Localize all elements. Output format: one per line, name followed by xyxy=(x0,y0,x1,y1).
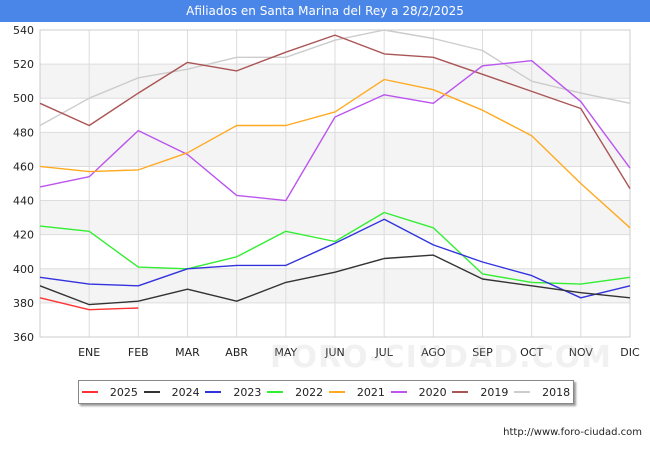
x-tick-label: NOV xyxy=(569,346,594,359)
legend-label: 2024 xyxy=(171,385,200,399)
line-chart: 360 380 400 420 440 460 480 500 520 540 ENE FEB MAR A… xyxy=(13,24,640,359)
series-line-2025 xyxy=(39,297,139,311)
series-line-2021 xyxy=(39,78,631,229)
y-tick-label: 440 xyxy=(13,195,34,208)
legend-label: 2022 xyxy=(295,385,324,399)
chart-legend: 2025 2024 2023 2022 2021 2020 2019 2018 xyxy=(78,380,574,404)
x-tick-label: MAY xyxy=(274,346,297,359)
x-tick-label: OCT xyxy=(520,346,543,359)
x-tick-label: SEP xyxy=(472,346,493,359)
series-line-2022 xyxy=(39,211,631,285)
legend-label: 2025 xyxy=(109,385,138,399)
series-line-2023 xyxy=(39,218,631,299)
legend-item-2023: 2023 xyxy=(205,386,261,399)
legend-label: 2023 xyxy=(233,385,262,399)
x-tick-label: FEB xyxy=(128,346,149,359)
legend-item-2021: 2021 xyxy=(328,385,385,399)
legend-item-2019: 2019 xyxy=(452,386,508,399)
legend-swatch xyxy=(390,391,407,393)
series-line-2018 xyxy=(39,29,631,127)
series-line-2020 xyxy=(39,60,631,202)
y-tick-label: 360 xyxy=(13,331,34,344)
plot-frame xyxy=(39,29,631,338)
y-tick-label: 380 xyxy=(13,297,34,310)
x-tick-label: AGO xyxy=(421,346,446,359)
y-tick-label: 520 xyxy=(13,58,34,71)
legend-item-2020: 2020 xyxy=(390,385,447,399)
legend-swatch xyxy=(81,391,98,393)
legend-swatch xyxy=(205,391,222,393)
legend-swatch xyxy=(328,391,345,393)
x-tick-label: DIC xyxy=(620,346,640,359)
legend-item-2018: 2018 xyxy=(514,386,570,399)
y-tick-label: 420 xyxy=(13,229,34,242)
legend-swatch xyxy=(143,391,160,393)
legend-item-2025: 2025 xyxy=(81,385,138,399)
x-tick-label: ENE xyxy=(78,346,100,359)
legend-swatch xyxy=(514,391,531,393)
x-tick-label: MAR xyxy=(175,346,200,359)
watermark: FORO-CIUDAD.COM xyxy=(270,340,612,375)
legend-label: 2021 xyxy=(356,385,385,399)
y-tick-label: 500 xyxy=(13,92,34,105)
chart-title: Afiliados en Santa Marina del Rey a 28/2… xyxy=(0,0,650,22)
y-tick-label: 400 xyxy=(13,263,34,276)
y-tick-label: 480 xyxy=(13,126,34,139)
series-line-2024 xyxy=(39,254,631,306)
legend-label: 2018 xyxy=(542,385,571,399)
legend-item-2022: 2022 xyxy=(267,386,323,399)
legend-label: 2019 xyxy=(480,385,509,399)
x-tick-label: ABR xyxy=(225,346,248,359)
legend-swatch xyxy=(452,391,469,393)
x-tick-label: JUL xyxy=(374,346,393,359)
legend-item-2024: 2024 xyxy=(143,385,200,399)
y-tick-label: 460 xyxy=(13,160,34,173)
x-tick-label: JUN xyxy=(324,346,345,359)
series-line-2019 xyxy=(39,34,631,189)
legend-label: 2020 xyxy=(418,385,447,399)
source-url: http://www.foro-ciudad.com xyxy=(503,427,642,438)
legend-swatch xyxy=(267,391,284,393)
y-tick-label: 540 xyxy=(13,24,34,37)
